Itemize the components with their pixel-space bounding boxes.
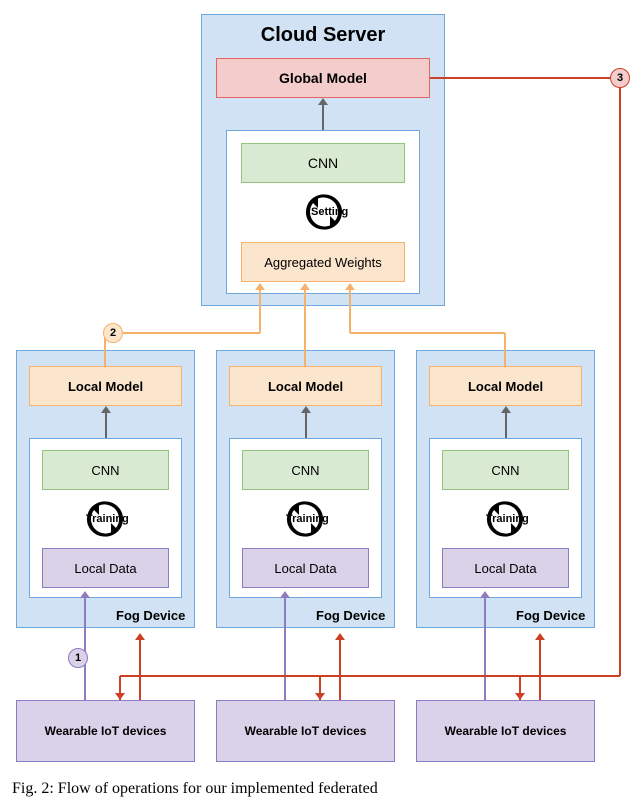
global-model-box: Global Model bbox=[216, 58, 430, 98]
local-model-box: Local Model bbox=[29, 366, 182, 406]
local-data-box: Local Data bbox=[242, 548, 369, 588]
fog-cnn-box: CNN bbox=[42, 450, 169, 490]
aggregated-weights-box: Aggregated Weights bbox=[241, 242, 405, 282]
step-badge-2: 2 bbox=[103, 323, 123, 343]
fog-device-title: Fog Device bbox=[516, 608, 585, 623]
local-model-box: Local Model bbox=[229, 366, 382, 406]
iot-device-box: Wearable IoT devices bbox=[416, 700, 595, 762]
cloud-title: Cloud Server bbox=[201, 24, 445, 47]
iot-device-box: Wearable IoT devices bbox=[216, 700, 395, 762]
fog-device-title: Fog Device bbox=[116, 608, 185, 623]
fog-cnn-box: CNN bbox=[442, 450, 569, 490]
cloud-cnn-box: CNN bbox=[241, 143, 405, 183]
fog-cnn-box: CNN bbox=[242, 450, 369, 490]
local-data-box: Local Data bbox=[42, 548, 169, 588]
fog-device-title: Fog Device bbox=[316, 608, 385, 623]
iot-device-box: Wearable IoT devices bbox=[16, 700, 195, 762]
step-badge-3: 3 bbox=[610, 68, 630, 88]
figure-caption: Fig. 2: Flow of operations for our imple… bbox=[12, 780, 378, 798]
step-badge-1: 1 bbox=[68, 648, 88, 668]
local-data-box: Local Data bbox=[442, 548, 569, 588]
local-model-box: Local Model bbox=[429, 366, 582, 406]
